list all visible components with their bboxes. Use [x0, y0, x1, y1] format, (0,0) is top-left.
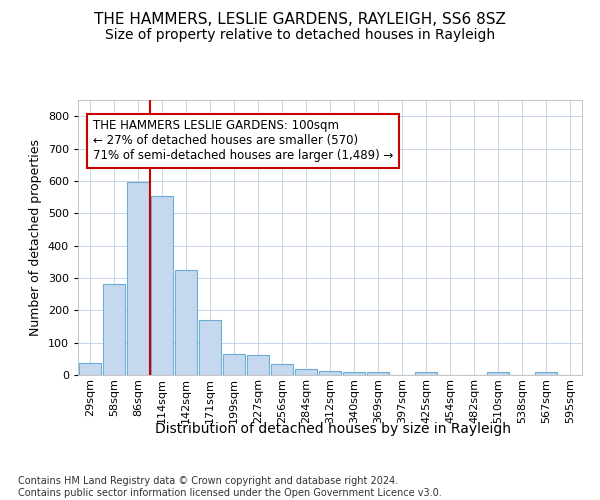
- Bar: [199, 320, 221, 375]
- Bar: [415, 372, 437, 375]
- Text: THE HAMMERS LESLIE GARDENS: 100sqm
← 27% of detached houses are smaller (570)
71: THE HAMMERS LESLIE GARDENS: 100sqm ← 27%…: [93, 120, 393, 162]
- Text: Distribution of detached houses by size in Rayleigh: Distribution of detached houses by size …: [155, 422, 511, 436]
- Bar: [367, 372, 389, 375]
- Bar: [295, 368, 317, 375]
- Bar: [535, 372, 557, 375]
- Bar: [79, 362, 101, 375]
- Bar: [103, 284, 125, 375]
- Bar: [343, 372, 365, 375]
- Text: THE HAMMERS, LESLIE GARDENS, RAYLEIGH, SS6 8SZ: THE HAMMERS, LESLIE GARDENS, RAYLEIGH, S…: [94, 12, 506, 28]
- Bar: [175, 270, 197, 375]
- Bar: [487, 372, 509, 375]
- Text: Contains HM Land Registry data © Crown copyright and database right 2024.
Contai: Contains HM Land Registry data © Crown c…: [18, 476, 442, 498]
- Text: Size of property relative to detached houses in Rayleigh: Size of property relative to detached ho…: [105, 28, 495, 42]
- Bar: [319, 371, 341, 375]
- Bar: [127, 182, 149, 375]
- Bar: [271, 364, 293, 375]
- Y-axis label: Number of detached properties: Number of detached properties: [29, 139, 42, 336]
- Bar: [151, 196, 173, 375]
- Bar: [223, 354, 245, 375]
- Bar: [247, 354, 269, 375]
